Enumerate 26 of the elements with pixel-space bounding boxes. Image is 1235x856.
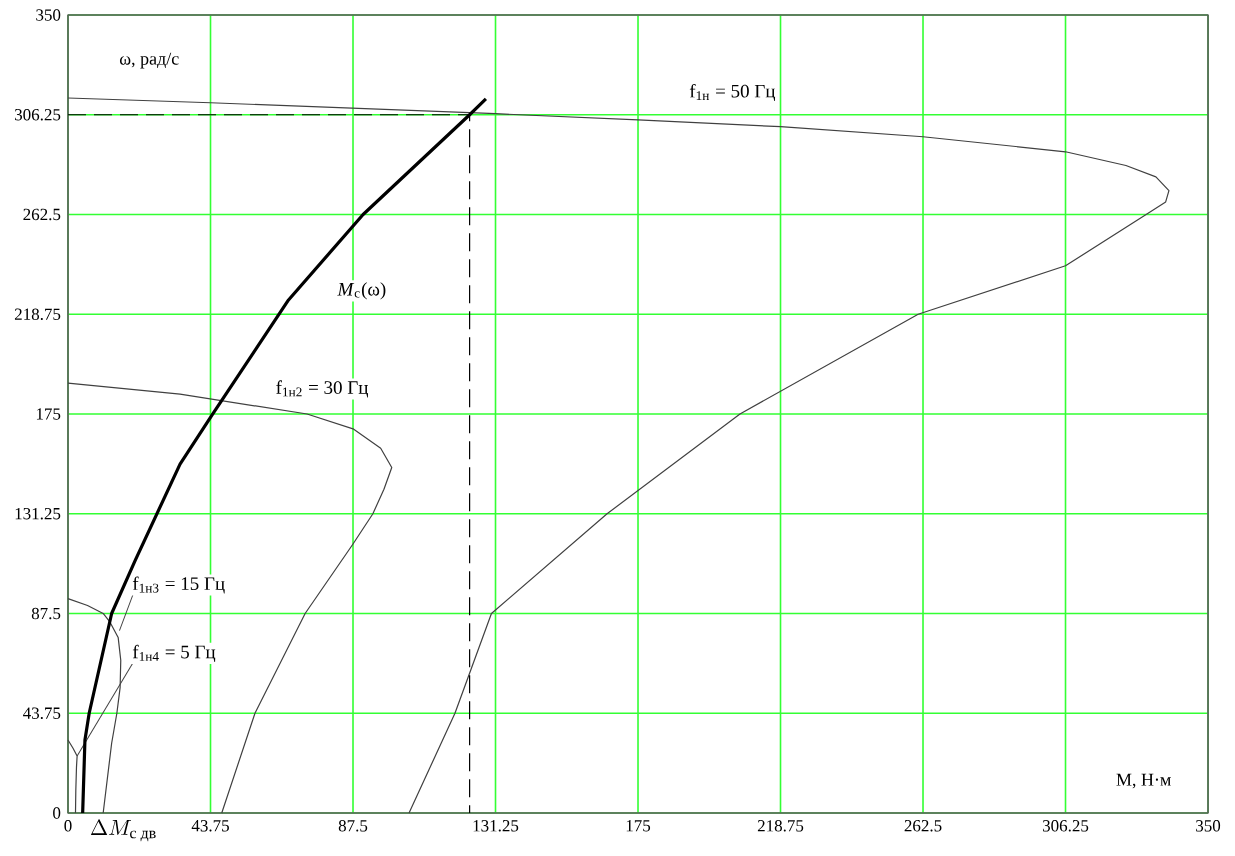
- x-axis-title: M, Н·м: [1116, 773, 1171, 789]
- y-tick-label: 175: [36, 408, 61, 420]
- x-tick-label: 0: [64, 820, 72, 832]
- x-tick-label: 262.5: [904, 820, 942, 832]
- series-label: f$_{1н3}$ = 15 Гц: [132, 576, 225, 594]
- y-tick-label: 262.5: [23, 208, 61, 221]
- y-tick-label: 306.25: [15, 108, 61, 121]
- y-tick-label: 43.75: [23, 707, 61, 720]
- y-tick-label: 350: [36, 9, 61, 21]
- y-tick-label: 87.5: [31, 607, 61, 620]
- x-tick-label: 306.25: [1042, 820, 1089, 832]
- text: $\Delta M_{\mbox{\footnotesize с дв}}$: [90, 819, 156, 842]
- y-tick-label: 0: [53, 807, 61, 819]
- x-tick-label: 218.75: [757, 820, 804, 832]
- y-axis-title: ω, рад/с: [119, 52, 179, 69]
- text: f$_{1н4}$ = 5 Гц: [132, 644, 216, 662]
- series-label: M$_{с}$(ω): [337, 282, 386, 300]
- x-tick-label: 43.75: [191, 820, 229, 832]
- x-tick-label: 350: [1196, 820, 1221, 832]
- y-tick-label: 218.75: [14, 308, 61, 321]
- y-tick-label: 131.25: [15, 507, 61, 520]
- series-label: f$_{1н2}$ = 30 Гц: [276, 380, 369, 398]
- series-label: f$_{1н}$ = 50 Гц: [689, 83, 776, 102]
- x-tick-label: 87.5: [338, 820, 368, 832]
- x-tick-label: 175: [626, 820, 651, 832]
- x-tick-label: 131.25: [473, 820, 519, 832]
